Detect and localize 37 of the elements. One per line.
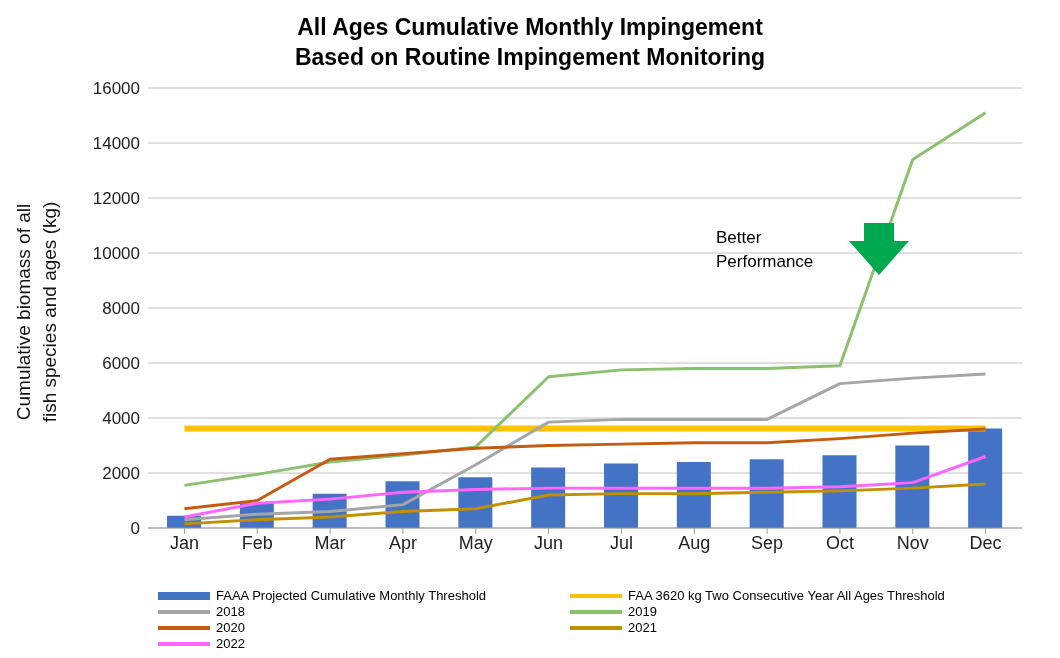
x-tick-label: Apr	[388, 532, 417, 553]
y-tick-label: 14000	[92, 134, 140, 154]
x-tick-label: Dec	[969, 532, 1002, 553]
legend-label: 2022	[216, 636, 245, 651]
x-tick-label: Sep	[751, 532, 784, 553]
x-tick-label: May	[458, 532, 493, 553]
y-tick-label: 10000	[92, 244, 140, 264]
x-tick-label: Oct	[825, 532, 854, 553]
legend-label: 2021	[628, 620, 657, 635]
bar	[895, 445, 930, 528]
bar	[968, 428, 1003, 528]
line-series	[182, 482, 988, 526]
legend-label: FAAA Projected Cumulative Monthly Threshold	[216, 588, 487, 603]
y-tick-label: 2000	[102, 464, 140, 484]
y-tick-label: 12000	[92, 189, 140, 209]
line-series	[182, 455, 988, 519]
x-tick-label: Nov	[896, 532, 929, 553]
x-tick-label: Jan	[169, 532, 199, 553]
annotation: Better Performance	[716, 226, 814, 273]
x-tick-label: Jun	[534, 532, 564, 553]
legend-label: 2018	[216, 604, 245, 619]
line-series	[182, 427, 988, 511]
line-series	[182, 372, 988, 522]
legend-label: 2020	[216, 620, 245, 635]
y-tick-label: 4000	[102, 409, 140, 429]
x-tick-label: Aug	[678, 532, 711, 553]
legend-label: 2019	[628, 604, 657, 619]
y-tick-label: 6000	[102, 354, 140, 374]
legend-label: FAA 3620 kg Two Consecutive Year All Ages Threshold	[628, 588, 945, 603]
chart-title: All Ages Cumulative Monthly Impingement Based on Routine Impingement Monitoring	[293, 13, 767, 72]
x-tick-label: Feb	[241, 532, 273, 553]
y-tick-label: 16000	[92, 79, 140, 99]
y-axis-title: Cumulative biomass of all fish species and ages (kg)	[13, 201, 60, 423]
y-tick-label: 8000	[102, 299, 140, 319]
x-tick-label: Jul	[609, 532, 633, 553]
x-tick-label: Mar	[314, 532, 346, 553]
y-tick-label: 0	[130, 519, 140, 539]
